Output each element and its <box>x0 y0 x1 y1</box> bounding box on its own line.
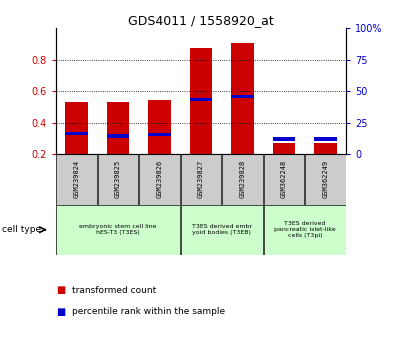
Bar <box>98 154 139 205</box>
Bar <box>107 102 129 154</box>
Bar <box>314 143 337 154</box>
Text: GSM239827: GSM239827 <box>198 160 204 199</box>
Text: embryonic stem cell line
hES-T3 (T3ES): embryonic stem cell line hES-T3 (T3ES) <box>79 224 157 235</box>
Bar <box>189 98 213 102</box>
Bar <box>263 154 304 205</box>
Bar <box>148 133 171 136</box>
Text: ■: ■ <box>56 307 65 316</box>
Bar <box>148 100 171 154</box>
Bar <box>139 154 180 205</box>
Bar <box>305 154 346 205</box>
Bar <box>231 43 254 154</box>
Text: cell type: cell type <box>2 225 41 234</box>
Text: ■: ■ <box>56 285 65 295</box>
Bar <box>56 205 180 255</box>
Text: percentile rank within the sample: percentile rank within the sample <box>72 307 225 316</box>
Text: GSM239826: GSM239826 <box>156 160 162 199</box>
Text: T3ES derived
pancreatic islet-like
cells (T3pi): T3ES derived pancreatic islet-like cells… <box>274 221 336 238</box>
Bar <box>56 154 97 205</box>
Bar <box>273 143 295 154</box>
Bar <box>263 205 346 255</box>
Bar <box>65 132 88 135</box>
Bar <box>314 137 337 141</box>
Text: GSM239824: GSM239824 <box>74 160 80 199</box>
Text: GSM239828: GSM239828 <box>240 160 246 199</box>
Text: GSM239825: GSM239825 <box>115 160 121 199</box>
Text: GSM362248: GSM362248 <box>281 160 287 199</box>
Bar <box>107 134 129 138</box>
Title: GDS4011 / 1558920_at: GDS4011 / 1558920_at <box>128 14 274 27</box>
Text: GSM362249: GSM362249 <box>322 160 328 199</box>
Bar <box>65 102 88 154</box>
Bar <box>222 154 263 205</box>
Bar <box>181 205 263 255</box>
Bar <box>189 48 213 154</box>
Bar <box>181 154 221 205</box>
Text: transformed count: transformed count <box>72 286 156 295</box>
Bar <box>273 137 295 141</box>
Text: T3ES derived embr
yoid bodies (T3EB): T3ES derived embr yoid bodies (T3EB) <box>192 224 252 235</box>
Bar <box>231 95 254 98</box>
